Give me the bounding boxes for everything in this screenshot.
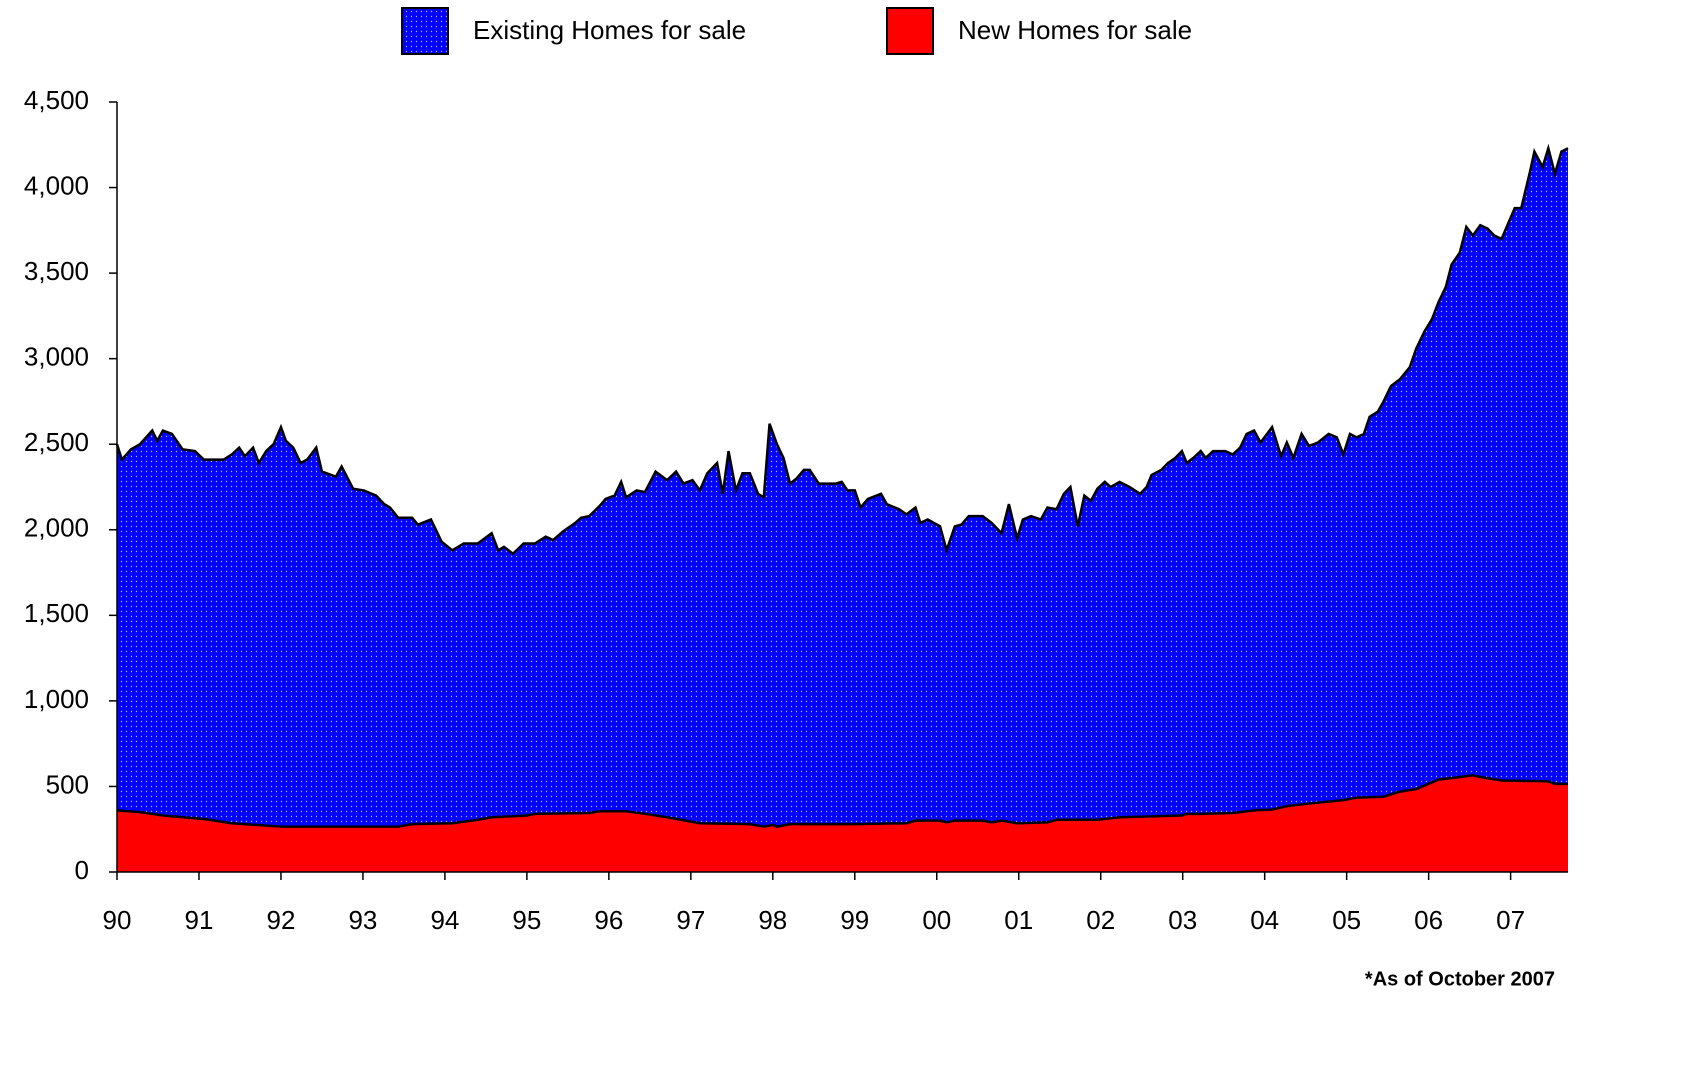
- x-tick-label: 00: [922, 905, 951, 935]
- y-tick-label: 3,000: [24, 342, 89, 372]
- x-tick-label: 02: [1086, 905, 1115, 935]
- footnote: *As of October 2007: [1365, 968, 1555, 990]
- y-tick-label: 0: [75, 855, 89, 885]
- x-tick-label: 04: [1250, 905, 1279, 935]
- area: [117, 148, 1568, 872]
- x-tick-label: 90: [103, 905, 132, 935]
- legend-label: Existing Homes for sale: [473, 15, 746, 45]
- x-tick-label: 01: [1004, 905, 1033, 935]
- legend-swatch: [401, 7, 449, 55]
- y-tick-label: 1,500: [24, 598, 89, 628]
- y-tick-label: 3,500: [24, 256, 89, 286]
- x-tick-label: 96: [594, 905, 623, 935]
- area-line: [115, 143, 1569, 556]
- x-tick-label: 06: [1414, 905, 1443, 935]
- x-tick-label: 97: [676, 905, 705, 935]
- legend-label: New Homes for sale: [958, 15, 1192, 45]
- x-tick-label: 91: [185, 905, 214, 935]
- legend-swatch: [886, 7, 934, 55]
- y-tick-label: 2,500: [24, 427, 89, 457]
- x-tick-label: 99: [840, 905, 869, 935]
- x-tick-label: 94: [430, 905, 459, 935]
- y-tick-label: 1,000: [24, 684, 89, 714]
- area-line: [116, 774, 1568, 828]
- x-tick-label: 95: [512, 905, 541, 935]
- x-tick-label: 98: [758, 905, 787, 935]
- y-tick-label: 4,500: [24, 85, 89, 115]
- y-tick-label: 4,000: [24, 170, 89, 200]
- y-tick-label: 2,000: [24, 513, 89, 543]
- area: [117, 775, 1568, 872]
- x-tick-label: 03: [1168, 905, 1197, 935]
- y-tick-label: 500: [46, 769, 89, 799]
- x-tick-label: 92: [266, 905, 295, 935]
- x-tick-label: 93: [348, 905, 377, 935]
- x-tick-label: 07: [1496, 905, 1525, 935]
- x-tick-label: 05: [1332, 905, 1361, 935]
